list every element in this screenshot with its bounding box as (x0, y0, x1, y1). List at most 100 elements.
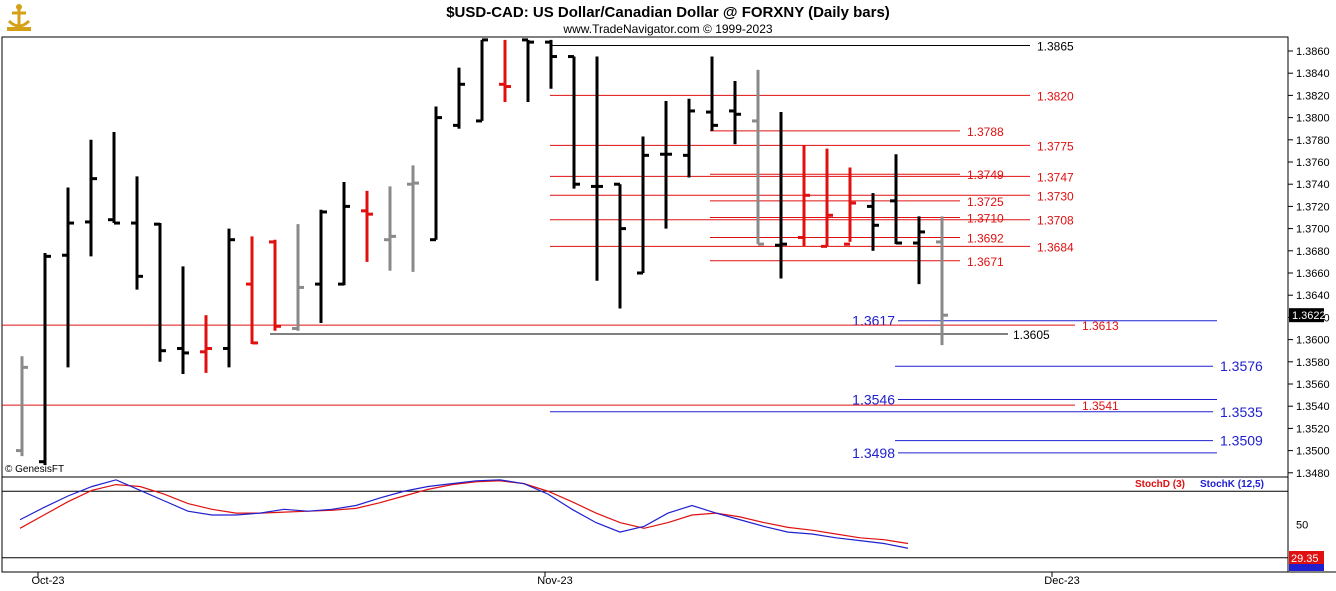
last-price-box (1289, 308, 1324, 323)
level-label: 1.3613 (1082, 319, 1119, 333)
ohlc-bar (430, 106, 442, 242)
level-label: 1.3747 (1037, 170, 1074, 184)
level-label: 1.3546 (852, 392, 895, 408)
stoch-tick-label: 50 (1296, 520, 1308, 532)
price-tick-label: 1.3520 (1296, 423, 1330, 435)
level-label: 1.3617 (852, 313, 895, 329)
ohlc-bar (545, 39, 557, 89)
ohlc-bar (752, 69, 764, 246)
ohlc-bar (637, 136, 649, 275)
ohlc-bar (39, 253, 51, 466)
ohlc-bar (16, 356, 28, 457)
price-tick-label: 1.3820 (1296, 90, 1330, 102)
level-label: 1.3710 (967, 212, 1004, 226)
ohlc-bars (16, 38, 948, 466)
ohlc-bar (568, 55, 580, 189)
price-tick-label: 1.3780 (1296, 135, 1330, 147)
ohlc-bar (200, 315, 212, 373)
ohlc-bar (729, 80, 741, 145)
level-label: 1.3708 (1037, 214, 1074, 228)
level-label: 1.3541 (1082, 399, 1119, 413)
level-label: 1.3820 (1037, 89, 1074, 103)
price-tick-label: 1.3700 (1296, 224, 1330, 236)
level-label: 1.3788 (967, 125, 1004, 139)
price-tick-label: 1.3480 (1296, 468, 1330, 480)
support-resistance-levels: 1.3865 1.3820 1.3788 1.3775 1.3749 1.3747 1.37… (2, 39, 1263, 461)
ohlc-bar (890, 154, 902, 245)
level-label: 1.3775 (1037, 139, 1074, 153)
level-label: 1.3498 (852, 445, 895, 461)
price-tick-label: 1.3640 (1296, 290, 1330, 302)
ohlc-bar (131, 176, 143, 290)
ohlc-bar (522, 38, 534, 103)
level-label: 1.3671 (967, 255, 1004, 269)
level-label: 1.3605 (1013, 328, 1050, 342)
level-label: 1.3725 (967, 195, 1004, 209)
level-label: 1.3692 (967, 231, 1004, 245)
stoch-d-value: 29.35 (1291, 553, 1319, 565)
ohlc-bar (476, 38, 488, 123)
ohlc-bar (292, 224, 304, 331)
ohlc-bar (614, 182, 626, 309)
stoch-d-line (19, 480, 909, 545)
date-tick-label: Oct-23 (31, 575, 64, 587)
price-axis: 1.3860 1.3840 1.3820 1.3800 1.3780 1.3760 1.37… (1288, 46, 1330, 480)
stoch-d-value-box (1289, 551, 1324, 564)
price-tick-label: 1.3560 (1296, 379, 1330, 391)
stoch-k-line (19, 479, 909, 549)
stoch-k-legend: StochK (12,5) (1200, 479, 1264, 490)
ohlc-bar (706, 56, 718, 131)
ohlc-bar (591, 56, 603, 281)
stoch-d-legend: StochD (3) (1135, 479, 1185, 490)
ohlc-bar (867, 193, 879, 251)
ohlc-bar (62, 187, 74, 368)
ohlc-bar (361, 190, 373, 262)
logo-icon (3, 3, 35, 33)
ohlc-bar (154, 222, 166, 362)
date-tick-label: Dec-23 (1044, 575, 1079, 587)
ohlc-bar (775, 112, 787, 279)
ohlc-bar (85, 139, 97, 257)
level-label: 1.3684 (1037, 240, 1074, 254)
ohlc-bar (407, 165, 419, 272)
level-label: 1.3749 (967, 168, 1004, 182)
ohlc-bar (223, 228, 235, 368)
ohlc-bar (844, 167, 856, 246)
price-tick-label: 1.3760 (1296, 157, 1330, 169)
price-tick-label: 1.3840 (1296, 68, 1330, 80)
date-tick-label: Nov-23 (537, 575, 572, 587)
ohlc-bar (683, 98, 695, 178)
ohlc-bar (499, 39, 511, 103)
price-tick-label: 1.3860 (1296, 46, 1330, 58)
ohlc-bar (246, 236, 258, 345)
price-tick-label: 1.3500 (1296, 446, 1330, 458)
chart-subtitle: www.TradeNavigator.com © 1999-2023 (562, 22, 772, 36)
ohlc-bar (936, 216, 948, 346)
ohlc-bar (338, 181, 350, 286)
last-price-label: 1.3622 (1292, 310, 1326, 322)
ohlc-bar (177, 266, 189, 375)
price-tick-label: 1.3660 (1296, 268, 1330, 280)
level-label: 1.3509 (1220, 433, 1263, 449)
stochastic-oscillator: StochD (3) StochK (12,5) 50 29.35 (2, 479, 1324, 571)
chart-title: $USD-CAD: US Dollar/Canadian Dollar @ FO… (446, 4, 890, 21)
price-tick-label: 1.3800 (1296, 113, 1330, 125)
price-tick-label: 1.3720 (1296, 201, 1330, 213)
price-tick-label: 1.3580 (1296, 357, 1330, 369)
level-label: 1.3576 (1220, 358, 1263, 374)
ohlc-bar (913, 216, 925, 285)
watermark: © GenesisFT (5, 464, 64, 475)
ohlc-bar (798, 145, 810, 247)
price-tick-label: 1.3740 (1296, 179, 1330, 191)
price-tick-label: 1.3540 (1296, 401, 1330, 413)
ohlc-bar (108, 132, 120, 225)
ohlc-bar (453, 67, 465, 129)
level-label: 1.3865 (1037, 39, 1074, 53)
ohlc-bar (384, 186, 396, 271)
ohlc-bar (821, 148, 833, 248)
ohlc-bar (660, 100, 672, 229)
ohlc-bar (315, 209, 327, 323)
price-tick-label: 1.3680 (1296, 246, 1330, 258)
date-axis: Oct-23 Nov-23 Dec-23 (31, 572, 1080, 587)
